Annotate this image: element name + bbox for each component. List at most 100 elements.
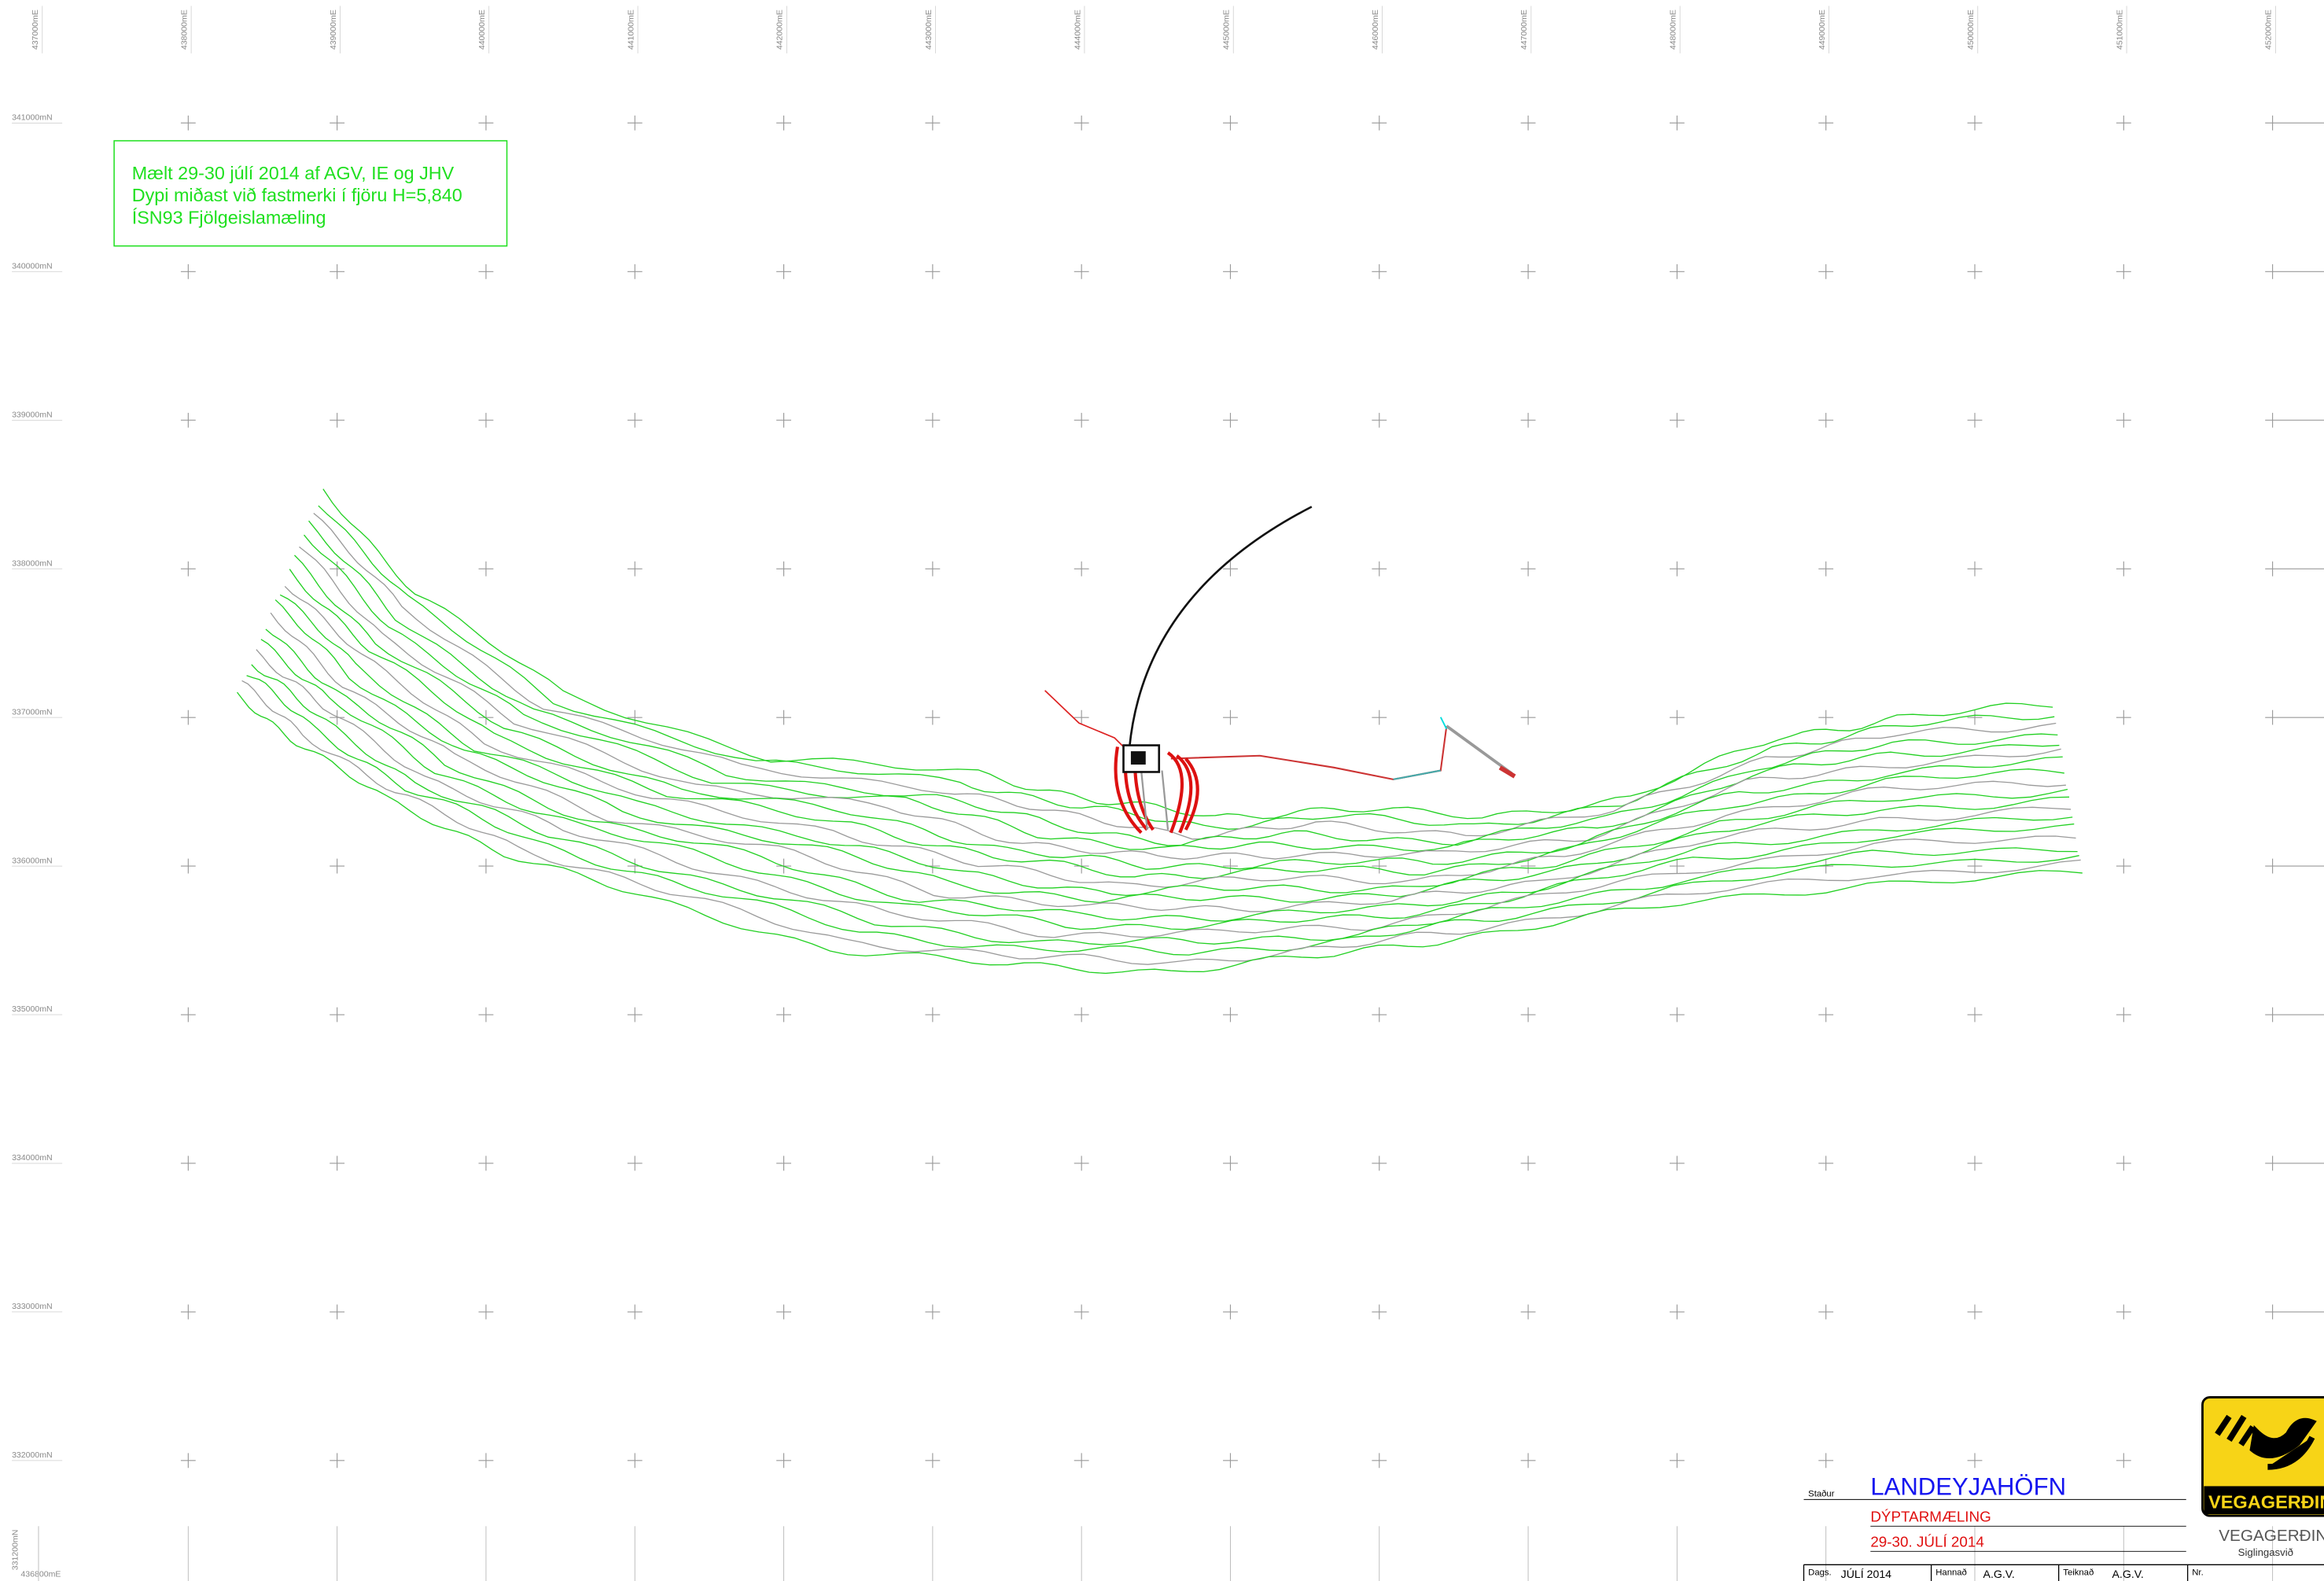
grid-cross bbox=[180, 1453, 196, 1469]
corner-easting: 436800mE bbox=[20, 1569, 61, 1579]
grid-cross bbox=[1372, 115, 1387, 131]
grid-cross bbox=[925, 412, 941, 428]
contour-line bbox=[279, 594, 2068, 897]
grid-cross bbox=[1372, 561, 1387, 577]
grid-cross bbox=[925, 709, 941, 725]
field-label: Dags. bbox=[1808, 1568, 1832, 1577]
grid-cross bbox=[1223, 858, 1238, 874]
grid-cross bbox=[627, 115, 643, 131]
contour-line bbox=[260, 639, 2075, 931]
grid-cross bbox=[627, 412, 643, 428]
grid-cross bbox=[330, 709, 345, 725]
pier-end bbox=[1498, 765, 1516, 779]
grid-cross bbox=[1074, 561, 1089, 577]
northing-label: 337000mN bbox=[12, 707, 53, 717]
easting-label: 449000mE bbox=[1818, 9, 1827, 50]
grid-cross bbox=[925, 1155, 941, 1171]
grid-cross bbox=[1669, 1304, 1685, 1320]
road-east bbox=[1170, 725, 1448, 780]
grid-cross bbox=[1372, 1304, 1387, 1320]
grid-cross bbox=[1967, 1453, 1983, 1469]
easting-label: 448000mE bbox=[1669, 9, 1678, 50]
grid-cross bbox=[1074, 1304, 1089, 1320]
grid-cross bbox=[1818, 561, 1834, 577]
note-line: ÍSN93 Fjölgeislamæling bbox=[132, 207, 326, 227]
grid-cross bbox=[1223, 1155, 1238, 1171]
grid-cross bbox=[925, 1304, 941, 1320]
grid-cross bbox=[180, 412, 196, 428]
grid-cross bbox=[1669, 858, 1685, 874]
grid-cross bbox=[627, 1304, 643, 1320]
field-label: Staður bbox=[1808, 1490, 1835, 1499]
grid-cross bbox=[776, 1007, 791, 1023]
easting-label: 442000mE bbox=[775, 9, 785, 50]
grid-cross bbox=[1520, 115, 1536, 131]
northing-label: 341000mN bbox=[12, 113, 53, 123]
grid-cross bbox=[1074, 1007, 1089, 1023]
grid-cross bbox=[1967, 1155, 1983, 1171]
grid-cross bbox=[1520, 709, 1536, 725]
grid-cross bbox=[1223, 1304, 1238, 1320]
grid-cross bbox=[2265, 858, 2324, 874]
grid-cross bbox=[1074, 1155, 1089, 1171]
contour-line bbox=[313, 513, 2057, 840]
grid-cross bbox=[2116, 1007, 2131, 1023]
grid-cross bbox=[478, 1155, 494, 1171]
grid-cross bbox=[925, 561, 941, 577]
grid-cross bbox=[1223, 561, 1238, 577]
grid-cross bbox=[180, 1304, 196, 1320]
grid-cross bbox=[1074, 115, 1089, 131]
grid-cross bbox=[776, 1304, 791, 1320]
grid-cross bbox=[1520, 1007, 1536, 1023]
northing-label: 338000mN bbox=[12, 558, 53, 568]
breakwater-line bbox=[1128, 506, 1313, 749]
grid-cross bbox=[2116, 1453, 2131, 1469]
easting-label: 444000mE bbox=[1073, 9, 1082, 50]
grid-cross bbox=[1520, 264, 1536, 279]
grid-cross bbox=[1818, 1453, 1834, 1469]
grid-cross bbox=[776, 1453, 791, 1469]
grid-cross bbox=[478, 1304, 494, 1320]
grid-cross bbox=[1372, 264, 1387, 279]
grid-cross bbox=[925, 1453, 941, 1469]
field-label: Nr. bbox=[2192, 1568, 2203, 1577]
northing-label: 332000mN bbox=[12, 1450, 53, 1460]
grid-cross bbox=[776, 264, 791, 279]
grid-cross bbox=[330, 264, 345, 279]
grid-cross bbox=[478, 412, 494, 428]
contour-line bbox=[256, 649, 2076, 938]
grid-cross bbox=[330, 1007, 345, 1023]
easting-label: 439000mE bbox=[329, 9, 338, 50]
east-breakwater bbox=[1166, 751, 1199, 834]
northing-label: 333000mN bbox=[12, 1302, 53, 1311]
northing-label: 340000mN bbox=[12, 262, 53, 271]
grid-cross bbox=[180, 1007, 196, 1023]
grid-cross bbox=[1967, 412, 1983, 428]
grid-cross bbox=[478, 264, 494, 279]
grid-cross bbox=[478, 1453, 494, 1469]
easting-label: 438000mE bbox=[179, 9, 189, 50]
grid-cross bbox=[627, 264, 643, 279]
grid-cross bbox=[1669, 264, 1685, 279]
grid-cross bbox=[1520, 858, 1536, 874]
grid-cross bbox=[776, 412, 791, 428]
contour-line bbox=[299, 546, 2061, 861]
grid-cross bbox=[1223, 1453, 1238, 1469]
title-block: Staður LANDEYJAHÖFN DÝPTARMÆLING 29-30. … bbox=[1803, 1473, 2324, 1581]
contour-line bbox=[293, 555, 2063, 870]
field-label: Teiknað bbox=[2063, 1568, 2094, 1577]
northing-label: 339000mN bbox=[12, 410, 53, 419]
easting-label: 441000mE bbox=[626, 9, 635, 50]
grid-cross bbox=[330, 1453, 345, 1469]
grid-cross bbox=[2265, 264, 2324, 279]
logo-text: VEGAGERÐIN bbox=[2208, 1492, 2324, 1513]
org-division: Siglingasvið bbox=[2238, 1546, 2293, 1558]
grid-cross bbox=[1967, 709, 1983, 725]
easting-label: 447000mE bbox=[1519, 9, 1529, 50]
field-value: A.G.V. bbox=[2112, 1568, 2144, 1580]
grid-cross bbox=[478, 858, 494, 874]
grid-cross bbox=[1074, 264, 1089, 279]
grid-cross bbox=[627, 561, 643, 577]
contour-line bbox=[246, 675, 2079, 956]
grid-cross bbox=[1223, 264, 1238, 279]
